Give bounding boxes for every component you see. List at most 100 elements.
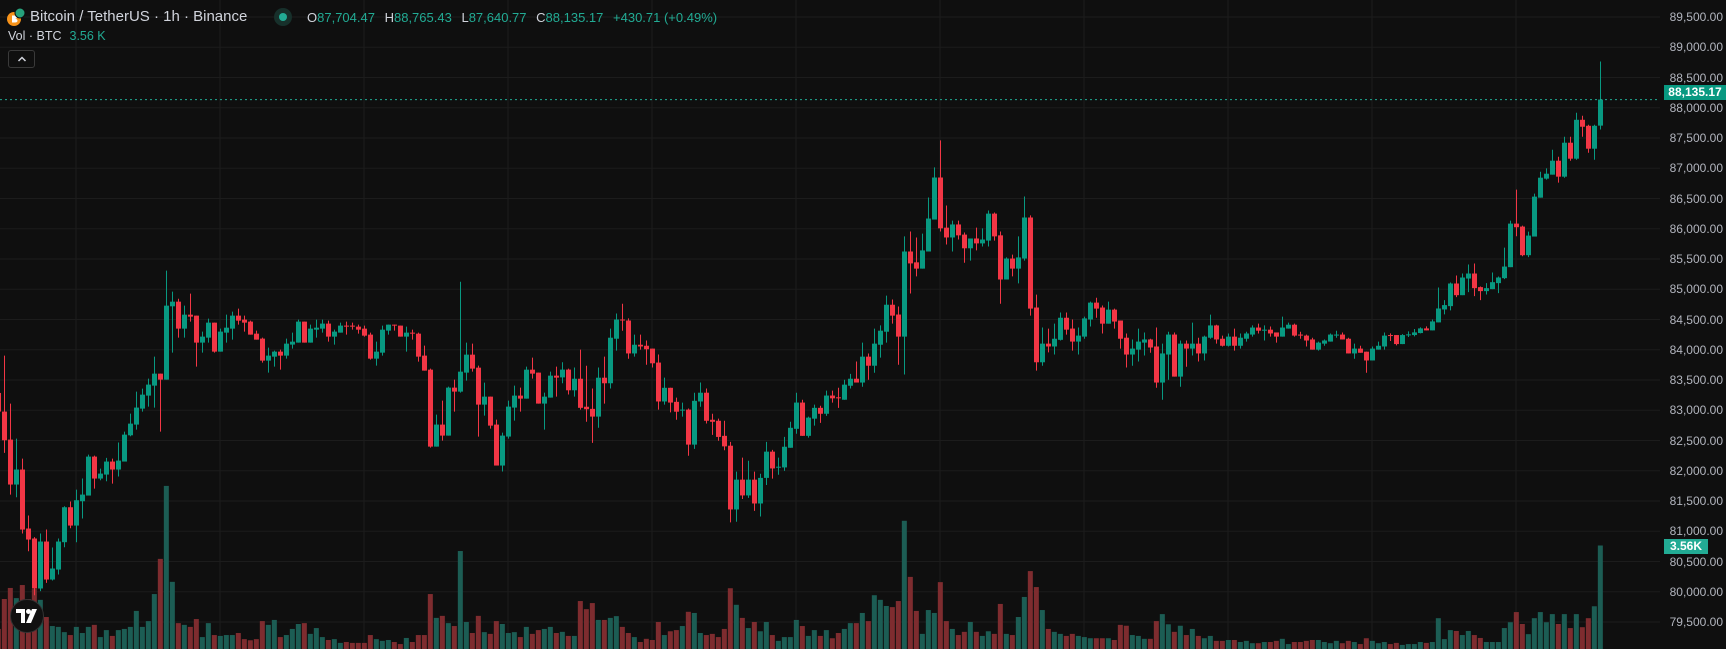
candle-up (1436, 287, 1441, 323)
volume-bar (1111, 639, 1117, 649)
candle-down (644, 340, 649, 365)
volume-bar (685, 611, 691, 649)
volume-bar (997, 603, 1003, 649)
candle-up (1022, 196, 1027, 261)
price-axis-tick: 82,000.00 (1669, 463, 1723, 478)
volume-bar (1189, 628, 1195, 649)
candle-down (1364, 351, 1369, 373)
volume-bar (583, 609, 589, 649)
candle-body (686, 409, 691, 445)
candle-up (1262, 325, 1267, 341)
collapse-legend-button[interactable] (8, 50, 35, 68)
volume-bar (523, 626, 529, 649)
volume-bar (553, 633, 559, 649)
candle-down (866, 353, 871, 380)
volume-bar (1393, 642, 1399, 649)
candle-up (1418, 327, 1423, 334)
candle-body (698, 392, 703, 402)
candle-body (1184, 343, 1189, 349)
candle-body (266, 355, 271, 361)
candle-up (920, 233, 925, 269)
volume-bar (865, 621, 871, 649)
price-axis-tick: 89,500.00 (1669, 10, 1723, 24)
price-axis-tick: 87,000.00 (1669, 161, 1723, 176)
symbol-title[interactable]: Bitcoin / TetherUS · 1h · Binance (30, 8, 248, 25)
price-axis-tick: 86,000.00 (1669, 221, 1723, 236)
candle-up (1400, 334, 1405, 345)
candle-body (218, 331, 223, 352)
volume-bar (421, 635, 427, 649)
candle-body (1178, 343, 1183, 377)
candle-body (1382, 335, 1387, 347)
candle-up (698, 382, 703, 407)
volume-bar (787, 637, 793, 649)
candle-body (530, 369, 535, 374)
candle-down (1268, 326, 1273, 337)
candle-body (632, 344, 637, 354)
candle-body (626, 320, 631, 354)
candle-body (344, 325, 349, 327)
candle-body (1208, 325, 1213, 338)
candle-up (878, 325, 883, 358)
volume-bar (1129, 635, 1135, 649)
volume-bar (937, 582, 943, 649)
volume-bar (1501, 628, 1507, 649)
candle-body (80, 494, 85, 502)
candle-down (836, 387, 841, 408)
volume-bar (1519, 623, 1525, 649)
candle-body (1220, 338, 1225, 346)
candle-body (848, 378, 853, 386)
candle-body (548, 375, 553, 398)
volume-bar (223, 635, 229, 649)
candle-body (1310, 339, 1315, 350)
candle-down (716, 418, 721, 441)
candle-body (1154, 346, 1159, 383)
volume-bar (463, 621, 469, 649)
candle-body (536, 372, 541, 404)
candle-down (896, 306, 901, 365)
volume-bar (739, 617, 745, 649)
volume-bar (1369, 640, 1375, 649)
candle-body (680, 409, 685, 411)
tradingview-logo[interactable] (10, 599, 44, 633)
volume-bar (1543, 622, 1549, 649)
candle-body (428, 369, 433, 447)
candle-body (1340, 334, 1345, 340)
candle-down (1034, 294, 1039, 371)
volume-bar (619, 626, 625, 649)
candle-up (1052, 323, 1057, 355)
candle-down (32, 537, 37, 596)
candle-body (440, 424, 445, 436)
volume-bar (1027, 571, 1033, 649)
volume-bar (403, 637, 409, 649)
candle-down (1556, 156, 1561, 183)
candle-down (1094, 297, 1099, 318)
candle-down (1070, 319, 1075, 351)
volume-bar (871, 595, 877, 649)
candle-up (824, 390, 829, 416)
volume-bar (1255, 643, 1261, 649)
candle-up (1574, 112, 1579, 160)
price-axis[interactable]: 89,500.00 89,000.00 88,500.00 88,000.00 87,5… (1660, 0, 1726, 649)
market-open-dot-icon[interactable] (274, 8, 292, 26)
candle-body (50, 568, 55, 580)
candle-down (356, 324, 361, 334)
candle-up (1484, 283, 1489, 295)
volume-bar (637, 642, 643, 649)
volume-bar (1531, 618, 1537, 649)
volume-bar (97, 637, 103, 649)
candle-body (320, 323, 325, 329)
candlestick-chart[interactable] (0, 0, 1660, 649)
volume-bar (955, 635, 961, 649)
candle-body (104, 461, 109, 475)
candle-body (1064, 317, 1069, 330)
volume-bar (1327, 643, 1333, 649)
volume-bars (0, 485, 1603, 649)
candle-body (1190, 343, 1195, 349)
candle-down (242, 315, 247, 332)
volume-bar (679, 626, 685, 649)
candle-down (770, 449, 775, 479)
price-axis-tick: 86,500.00 (1669, 191, 1723, 206)
volume-legend[interactable]: Vol · BTC 3.56 K (8, 26, 106, 46)
candle-body (968, 238, 973, 249)
